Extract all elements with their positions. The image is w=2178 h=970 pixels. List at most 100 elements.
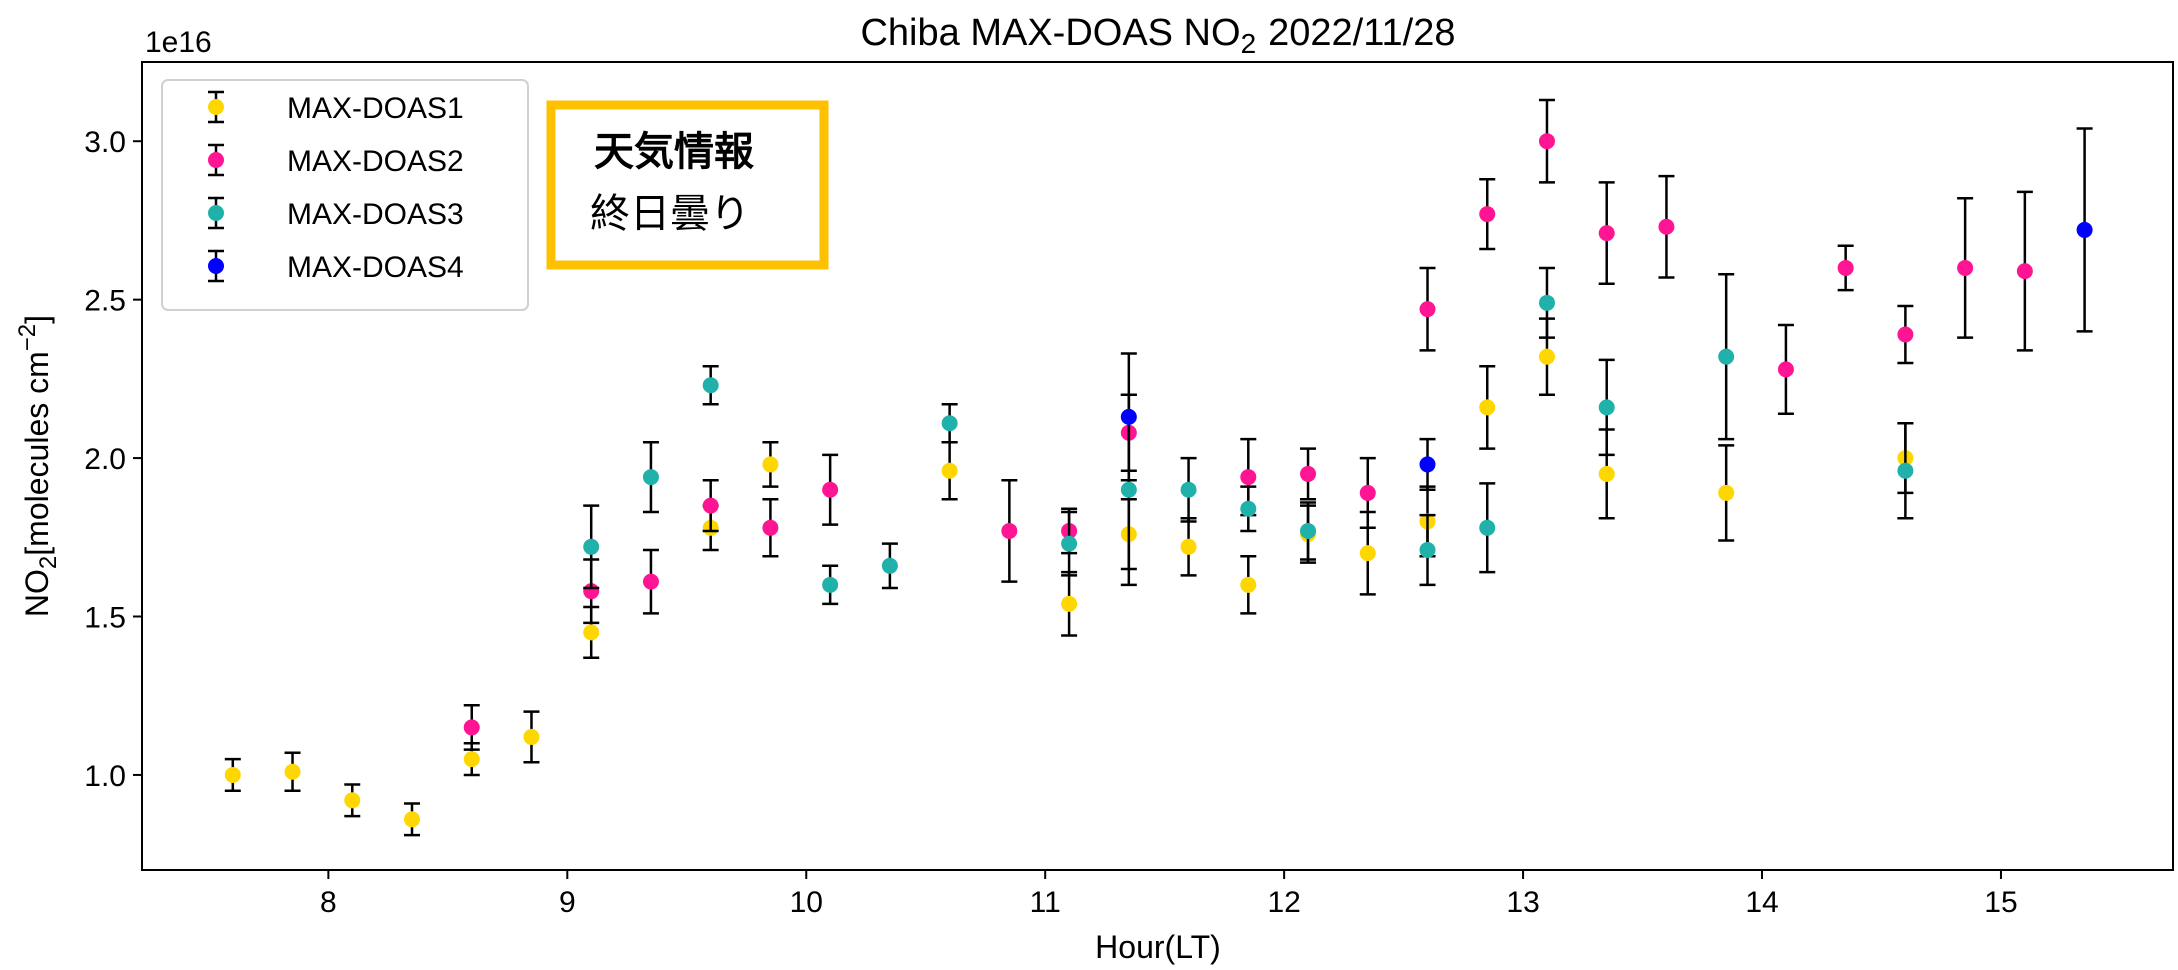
legend-marker	[208, 152, 224, 168]
data-point	[1658, 218, 1675, 235]
series-1	[224, 317, 1914, 837]
data-point	[1061, 535, 1078, 552]
weather-info-box: 天気情報 終日曇り	[546, 100, 829, 270]
data-points	[224, 98, 2093, 837]
x-tick-label: 10	[790, 886, 823, 919]
data-point	[1479, 399, 1496, 416]
data-point	[702, 497, 719, 514]
data-point	[1240, 576, 1257, 593]
data-point	[1300, 465, 1317, 482]
data-point	[1120, 481, 1137, 498]
data-point	[1180, 481, 1197, 498]
legend: MAX-DOAS1 MAX-DOAS2 MAX-DOAS3 MAX-DOAS4	[161, 79, 529, 311]
legend-label: MAX-DOAS4	[287, 251, 464, 284]
data-point	[1538, 133, 1555, 150]
data-point	[941, 415, 958, 432]
weather-title: 天気情報	[594, 130, 754, 174]
data-point	[2076, 221, 2093, 238]
data-point	[1001, 522, 1018, 539]
data-point	[1479, 519, 1496, 536]
y-tick-label: 1.0	[84, 760, 126, 793]
data-point	[702, 377, 719, 394]
data-point	[1598, 465, 1615, 482]
ylabel-unit: [molecules cm	[19, 351, 55, 556]
plot-frame	[141, 61, 2174, 871]
y-axis: 1.0 1.5 2.0 2.5 3.0	[84, 126, 142, 793]
y-multiplier: 1e16	[145, 26, 212, 59]
legend-marker	[208, 99, 224, 115]
data-point	[1180, 538, 1197, 555]
data-point	[1598, 399, 1615, 416]
data-point	[1120, 408, 1137, 425]
data-point	[1359, 545, 1376, 562]
x-tick-label: 11	[1030, 886, 1061, 919]
legend-label: MAX-DOAS1	[287, 92, 464, 125]
data-point	[404, 811, 421, 828]
data-point	[1359, 484, 1376, 501]
data-point	[463, 751, 480, 768]
data-point	[1957, 259, 1974, 276]
data-point	[1538, 348, 1555, 365]
weather-box-frame	[546, 100, 829, 270]
data-point	[344, 792, 361, 809]
ylabel-main: NO	[19, 569, 55, 617]
data-point	[762, 456, 779, 473]
series-3	[583, 266, 1914, 606]
x-tick-label: 8	[320, 886, 337, 919]
legend-marker	[208, 205, 224, 221]
data-point	[583, 624, 600, 641]
data-point	[224, 766, 241, 783]
y-tick-label: 1.5	[84, 602, 126, 635]
data-point	[1240, 500, 1257, 517]
data-point	[1718, 348, 1735, 365]
y-tick-label: 2.0	[84, 443, 126, 476]
title-subscript: 2	[1241, 28, 1257, 59]
legend-marker	[208, 258, 224, 274]
x-tick-label: 15	[1984, 886, 2017, 919]
data-point	[1598, 225, 1615, 242]
x-tick-label: 13	[1506, 886, 1539, 919]
x-tick-label: 9	[559, 886, 576, 919]
data-point	[1240, 469, 1257, 486]
x-tick-label: 14	[1745, 886, 1778, 919]
y-tick-label: 3.0	[84, 126, 126, 159]
data-point	[822, 481, 839, 498]
series-4	[1120, 127, 2093, 492]
data-point	[1897, 462, 1914, 479]
data-point	[822, 576, 839, 593]
ylabel-subscript: 2	[35, 556, 62, 569]
ylabel-exponent: −2	[14, 324, 41, 351]
legend-label: MAX-DOAS2	[287, 145, 464, 178]
data-point	[2016, 263, 2033, 280]
y-tick-label: 2.5	[84, 285, 126, 318]
data-point	[1300, 522, 1317, 539]
data-point	[642, 573, 659, 590]
data-point	[284, 763, 301, 780]
data-point	[1897, 326, 1914, 343]
data-point	[941, 462, 958, 479]
data-point	[1419, 456, 1436, 473]
data-point	[1718, 484, 1735, 501]
x-axis-label: Hour(LT)	[1095, 929, 1221, 965]
x-tick-label: 12	[1267, 886, 1300, 919]
ylabel-end: ]	[19, 315, 55, 324]
legend-frame	[161, 79, 529, 311]
data-point	[1419, 301, 1436, 318]
data-point	[463, 719, 480, 736]
data-point	[642, 469, 659, 486]
data-point	[583, 538, 600, 555]
data-point	[1419, 541, 1436, 558]
data-point	[1538, 294, 1555, 311]
x-axis: 8 9 10 11 12 13 14 15	[320, 870, 2018, 919]
data-point	[881, 557, 898, 574]
legend-label: MAX-DOAS3	[287, 198, 464, 231]
weather-text: 終日曇り	[590, 192, 750, 236]
y-axis-label: NO2[molecules cm−2]	[14, 315, 62, 617]
data-point	[1479, 206, 1496, 223]
data-point	[1777, 361, 1794, 378]
title-main: Chiba MAX-DOAS NO	[860, 12, 1240, 54]
title-date: 2022/11/28	[1268, 12, 1455, 54]
data-point	[762, 519, 779, 536]
chart-title: Chiba MAX-DOAS NO2 2022/11/28	[860, 12, 1455, 59]
data-point	[1061, 595, 1078, 612]
